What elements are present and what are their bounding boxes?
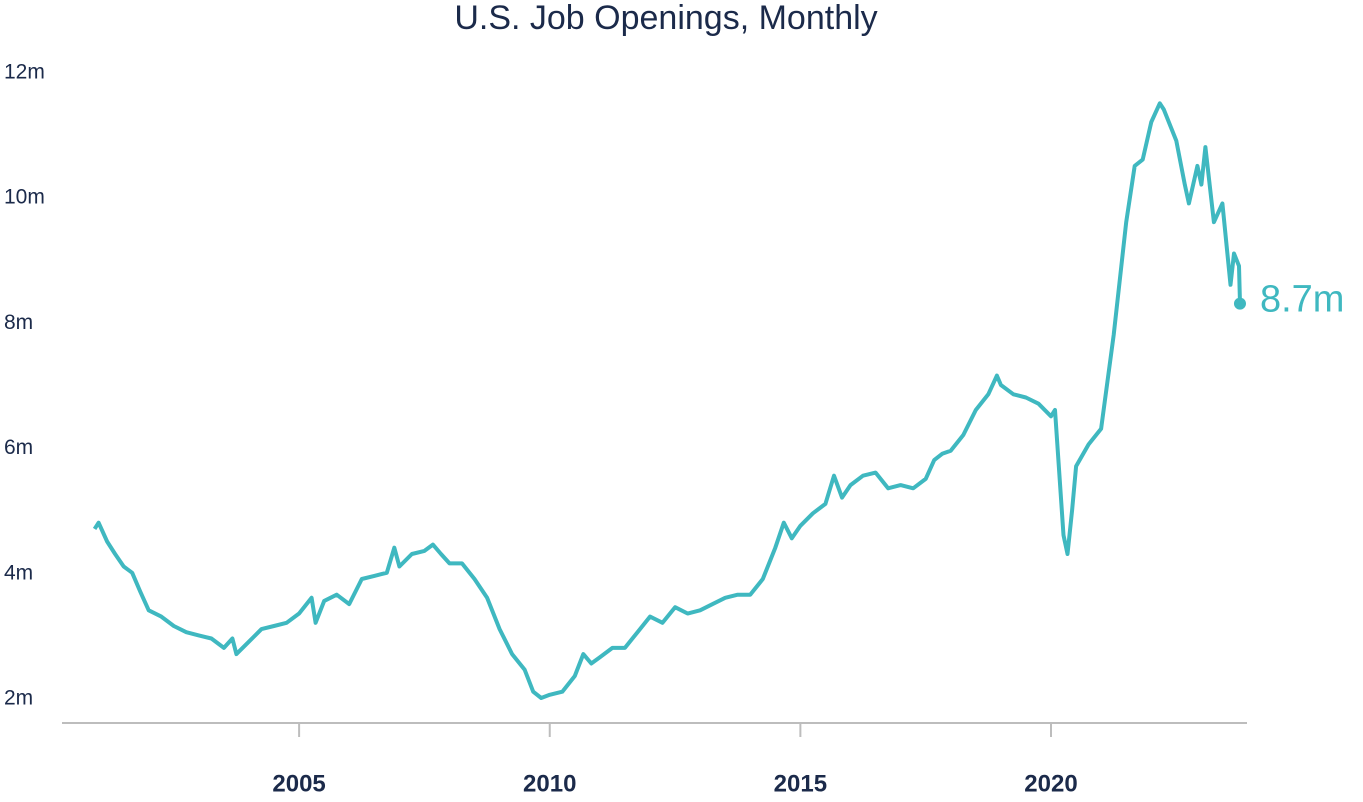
- data-line: [92, 101, 1242, 700]
- y-tick-label: 8m: [4, 311, 33, 334]
- y-tick-label: 4m: [4, 561, 33, 584]
- end-point: [1233, 297, 1246, 310]
- y-tick-label: 10m: [4, 186, 45, 209]
- x-tick-label: 2015: [774, 770, 827, 797]
- y-tick-label: 6m: [4, 436, 33, 459]
- x-tick-label: 2005: [272, 770, 325, 797]
- y-tick-label: 2m: [4, 687, 33, 710]
- end-label: 8.7m: [1260, 279, 1344, 321]
- x-tick-label: 2010: [523, 770, 576, 797]
- y-tick-label: 12m: [4, 61, 45, 84]
- x-tick-label: 2020: [1024, 770, 1077, 797]
- chart-title: U.S. Job Openings, Monthly: [454, 0, 877, 37]
